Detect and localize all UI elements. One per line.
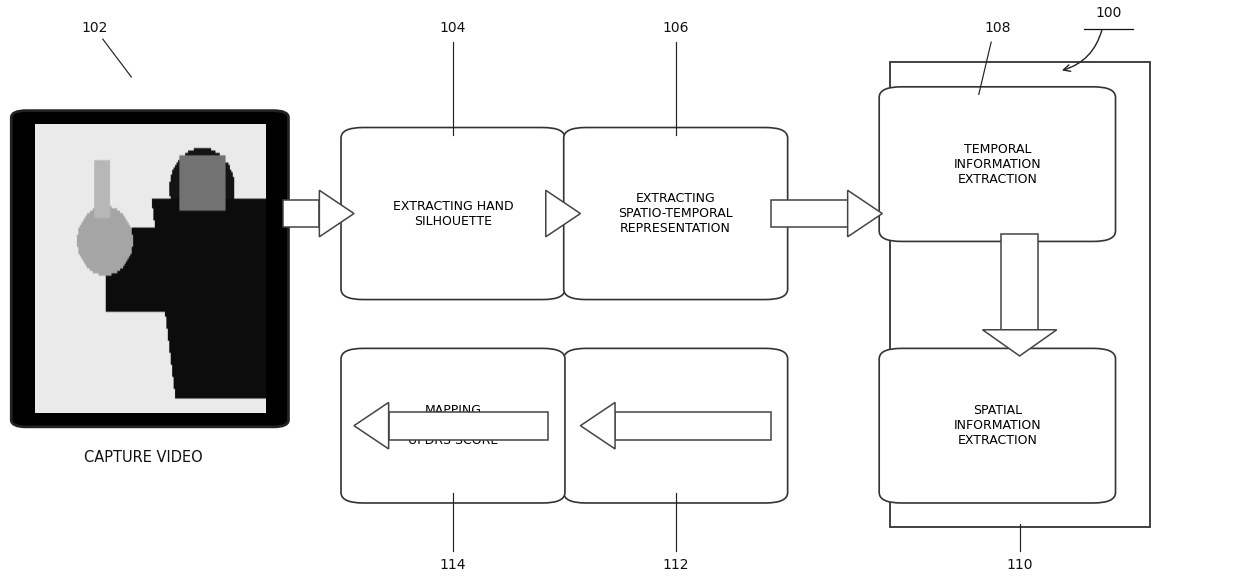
Text: 102: 102 [81, 20, 108, 34]
FancyBboxPatch shape [564, 127, 787, 300]
Polygon shape [580, 402, 615, 449]
Text: 104: 104 [440, 20, 466, 34]
Polygon shape [320, 190, 353, 237]
Text: TEMPORAL
INFORMATION
EXTRACTION: TEMPORAL INFORMATION EXTRACTION [954, 142, 1042, 186]
FancyBboxPatch shape [879, 87, 1116, 241]
FancyBboxPatch shape [879, 349, 1116, 503]
Text: FEATURE
EXTRACTION: FEATURE EXTRACTION [636, 412, 715, 440]
Text: 112: 112 [662, 558, 689, 572]
Text: MAPPING
FEATURES TO A
UPDRS SCORE: MAPPING FEATURES TO A UPDRS SCORE [404, 404, 502, 447]
Text: EXTRACTING HAND
SILHOUETTE: EXTRACTING HAND SILHOUETTE [393, 200, 513, 228]
Bar [615, 412, 771, 440]
FancyBboxPatch shape [341, 127, 565, 300]
Polygon shape [848, 190, 883, 237]
Text: 114: 114 [440, 558, 466, 572]
Text: 108: 108 [985, 20, 1011, 34]
FancyBboxPatch shape [564, 349, 787, 503]
Bar [546, 200, 548, 228]
FancyBboxPatch shape [341, 349, 565, 503]
Text: CAPTURE VIDEO: CAPTURE VIDEO [84, 450, 203, 465]
Text: 100: 100 [1095, 6, 1122, 20]
Bar [890, 62, 1149, 527]
Polygon shape [546, 190, 580, 237]
Polygon shape [982, 330, 1056, 356]
Polygon shape [353, 402, 388, 449]
Text: EXTRACTING
SPATIO-TEMPORAL
REPRESENTATION: EXTRACTING SPATIO-TEMPORAL REPRESENTATIO… [619, 192, 733, 235]
FancyBboxPatch shape [11, 110, 289, 427]
Text: SPATIAL
INFORMATION
EXTRACTION: SPATIAL INFORMATION EXTRACTION [954, 404, 1042, 447]
Bar [771, 200, 848, 228]
Bar [1001, 234, 1038, 330]
Bar [388, 412, 548, 440]
Text: 106: 106 [662, 20, 689, 34]
Bar [284, 200, 320, 228]
Text: 110: 110 [1007, 558, 1033, 572]
